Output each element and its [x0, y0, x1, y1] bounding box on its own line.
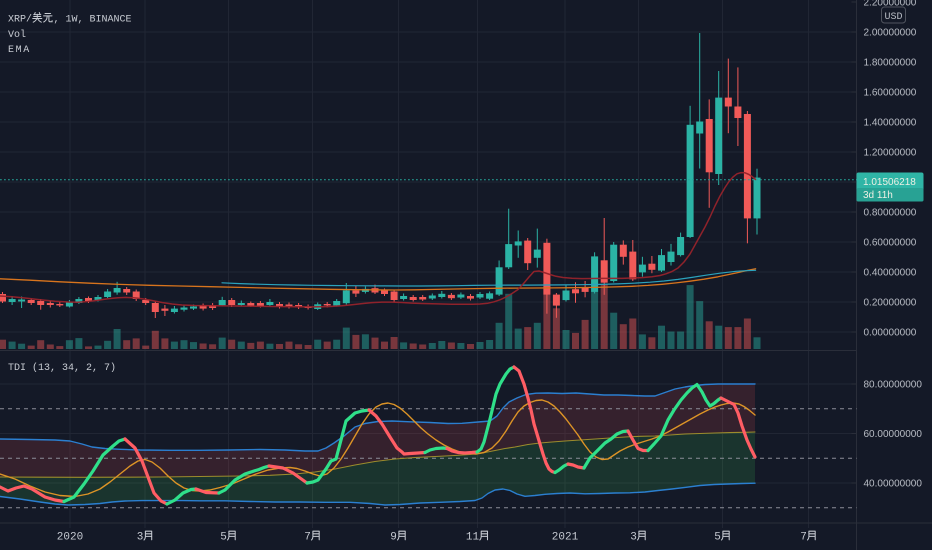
- svg-text:3: 3: [630, 532, 637, 544]
- svg-text:7: 7: [304, 532, 311, 544]
- svg-text:2.00000000: 2.00000000: [864, 28, 917, 39]
- svg-text:2020: 2020: [57, 532, 83, 544]
- svg-text:0.80000000: 0.80000000: [864, 208, 917, 219]
- svg-text:7: 7: [800, 532, 807, 544]
- svg-text:11: 11: [466, 532, 480, 544]
- svg-text:1.20000000: 1.20000000: [864, 148, 917, 159]
- svg-text:2.20000000: 2.20000000: [864, 0, 917, 9]
- svg-text:TDI (13, 34, 2, 7): TDI (13, 34, 2, 7): [8, 362, 116, 374]
- svg-text:40.00000000: 40.00000000: [864, 479, 923, 490]
- svg-text:, 1W, BINANCE: , 1W, BINANCE: [54, 15, 132, 26]
- svg-text:80.00000000: 80.00000000: [864, 380, 923, 391]
- svg-text:0.40000000: 0.40000000: [864, 268, 917, 279]
- svg-text:1.60000000: 1.60000000: [864, 88, 917, 99]
- svg-text:EMA: EMA: [8, 45, 31, 56]
- svg-text:3d 11h: 3d 11h: [863, 190, 893, 201]
- svg-text:9: 9: [390, 532, 397, 544]
- svg-text:3: 3: [137, 532, 144, 544]
- svg-text:0.60000000: 0.60000000: [864, 238, 917, 249]
- svg-text:0.20000000: 0.20000000: [864, 298, 917, 309]
- svg-text:0.00000000: 0.00000000: [864, 328, 917, 339]
- svg-text:USD: USD: [884, 12, 902, 23]
- svg-text:1.01506218: 1.01506218: [863, 177, 916, 188]
- svg-text:2021: 2021: [552, 532, 579, 544]
- svg-text:5: 5: [220, 532, 227, 544]
- svg-text:1.40000000: 1.40000000: [864, 118, 917, 129]
- svg-text:1.80000000: 1.80000000: [864, 58, 917, 69]
- svg-text:Vol: Vol: [8, 29, 26, 41]
- svg-text:60.00000000: 60.00000000: [864, 429, 923, 440]
- svg-text:5: 5: [714, 532, 721, 544]
- svg-text:XRP/: XRP/: [8, 14, 32, 26]
